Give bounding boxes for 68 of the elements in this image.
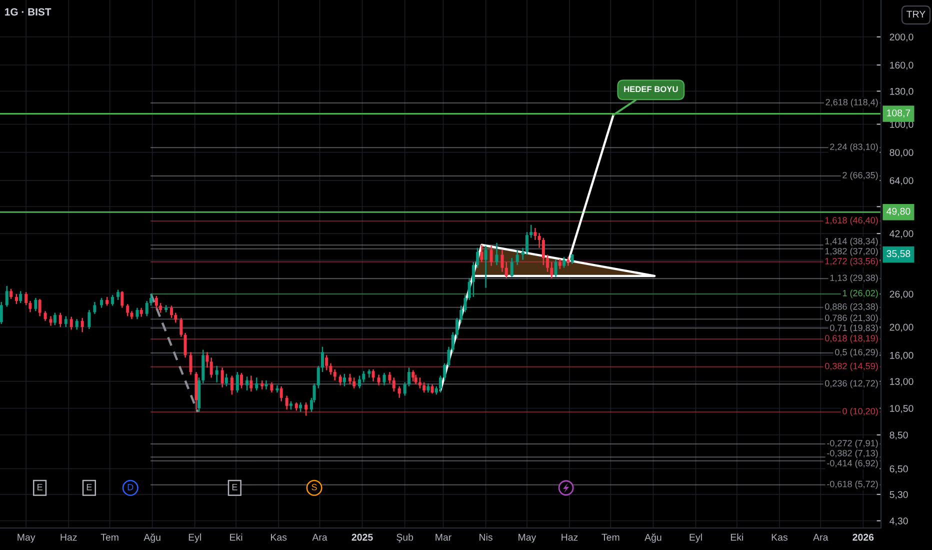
annotation: E bbox=[86, 484, 92, 490]
series-label: 2 (66,35) bbox=[842, 172, 878, 180]
x-tick-label: 2025 bbox=[352, 534, 373, 541]
y-tick-label: 4,30 bbox=[890, 517, 908, 526]
series-label: 1,13 (29,38) bbox=[830, 274, 878, 283]
y-tick-label: 64,00 bbox=[890, 177, 914, 186]
series-label: 2,24 (83,10) bbox=[830, 143, 878, 152]
y-tick-label: 10,50 bbox=[890, 404, 914, 414]
y-tick-label: 130,0 bbox=[890, 88, 914, 96]
x-tick-label: Eki bbox=[730, 534, 744, 541]
series-label: 0,382 (14,59) bbox=[825, 362, 878, 372]
annotation: D bbox=[128, 484, 134, 490]
x-tick-label: Eyl bbox=[690, 534, 702, 543]
annotation: 35,58 bbox=[886, 250, 910, 258]
x-tick-label: Ara bbox=[312, 534, 328, 541]
y-tick-label: 13,00 bbox=[890, 378, 914, 386]
annotation: HEDEF BOYU bbox=[624, 86, 678, 92]
y-tick-label: 42,00 bbox=[890, 230, 914, 238]
y-tick-label: 8,50 bbox=[890, 432, 908, 440]
ref-line-label: 108,7 bbox=[887, 109, 910, 118]
series-label: 2,618 (118,4) bbox=[826, 98, 878, 108]
y-tick-label: 5,30 bbox=[890, 491, 908, 500]
y-tick-label: 26,00 bbox=[890, 290, 914, 299]
x-tick-label: Eyl bbox=[188, 534, 201, 543]
series-label: -0,382 (7,13) bbox=[827, 450, 878, 458]
annotation: E bbox=[38, 484, 42, 490]
series-label: 0,786 (21,30) bbox=[825, 314, 878, 323]
y-tick-label: 16,00 bbox=[890, 352, 914, 360]
x-tick-label: Ara bbox=[813, 534, 828, 541]
y-axis-title: TRY bbox=[906, 10, 926, 18]
series-label: 1 (26,02) bbox=[842, 290, 878, 298]
series-label: 1,414 (38,34) bbox=[825, 238, 878, 246]
x-tick-label: Nis bbox=[480, 534, 492, 541]
x-tick-label: Haz bbox=[562, 534, 578, 541]
x-tick-label: Eki bbox=[230, 534, 242, 541]
y-tick-label: 20,00 bbox=[890, 324, 914, 332]
series-label: 0,5 (16,29) bbox=[835, 348, 878, 358]
x-tick-label: Kas bbox=[270, 534, 287, 541]
x-tick-label: Şub bbox=[396, 534, 414, 543]
y-tick-label: 200,0 bbox=[890, 34, 914, 42]
series-label: 1,618 (46,40) bbox=[825, 216, 878, 226]
series-label: -0,272 (7,91) bbox=[827, 440, 878, 448]
x-tick-label: Tem bbox=[100, 534, 118, 541]
series-label: 0,236 (12,72) bbox=[825, 380, 878, 388]
x-tick-label: 2026 bbox=[852, 534, 874, 541]
series-label: -0,414 (6,92) bbox=[827, 460, 878, 468]
series-label: 1,272 (33,56) bbox=[825, 258, 878, 266]
text: 1G · BIST bbox=[5, 8, 52, 16]
series-label: 0,886 (23,38) bbox=[825, 303, 878, 312]
x-tick-label: May bbox=[18, 534, 36, 543]
annotation: E bbox=[232, 484, 238, 490]
series-label: 0,71 (19,83) bbox=[830, 324, 878, 333]
y-tick-label: 160,0 bbox=[890, 62, 914, 70]
x-tick-label: Kas bbox=[772, 534, 788, 541]
series-label: 1,382 (37,20) bbox=[825, 248, 878, 256]
y-tick-label: 80,00 bbox=[890, 149, 914, 158]
series-label: 0 (10,20) bbox=[842, 408, 878, 416]
x-tick-label: Haz bbox=[60, 534, 77, 541]
annotation: S bbox=[312, 484, 317, 490]
ref-line-label: 49,80 bbox=[886, 208, 910, 216]
series-label: -0,618 (5,72) bbox=[827, 480, 878, 490]
x-tick-label: May bbox=[518, 534, 536, 543]
x-tick-label: Ağu bbox=[644, 534, 662, 543]
x-tick-label: Tem bbox=[602, 534, 620, 541]
x-tick-label: Ağu bbox=[144, 534, 160, 543]
series-label: 0,618 (18,19) bbox=[825, 334, 878, 344]
x-tick-label: Mar bbox=[436, 534, 452, 541]
y-tick-label: 6,50 bbox=[890, 465, 908, 474]
